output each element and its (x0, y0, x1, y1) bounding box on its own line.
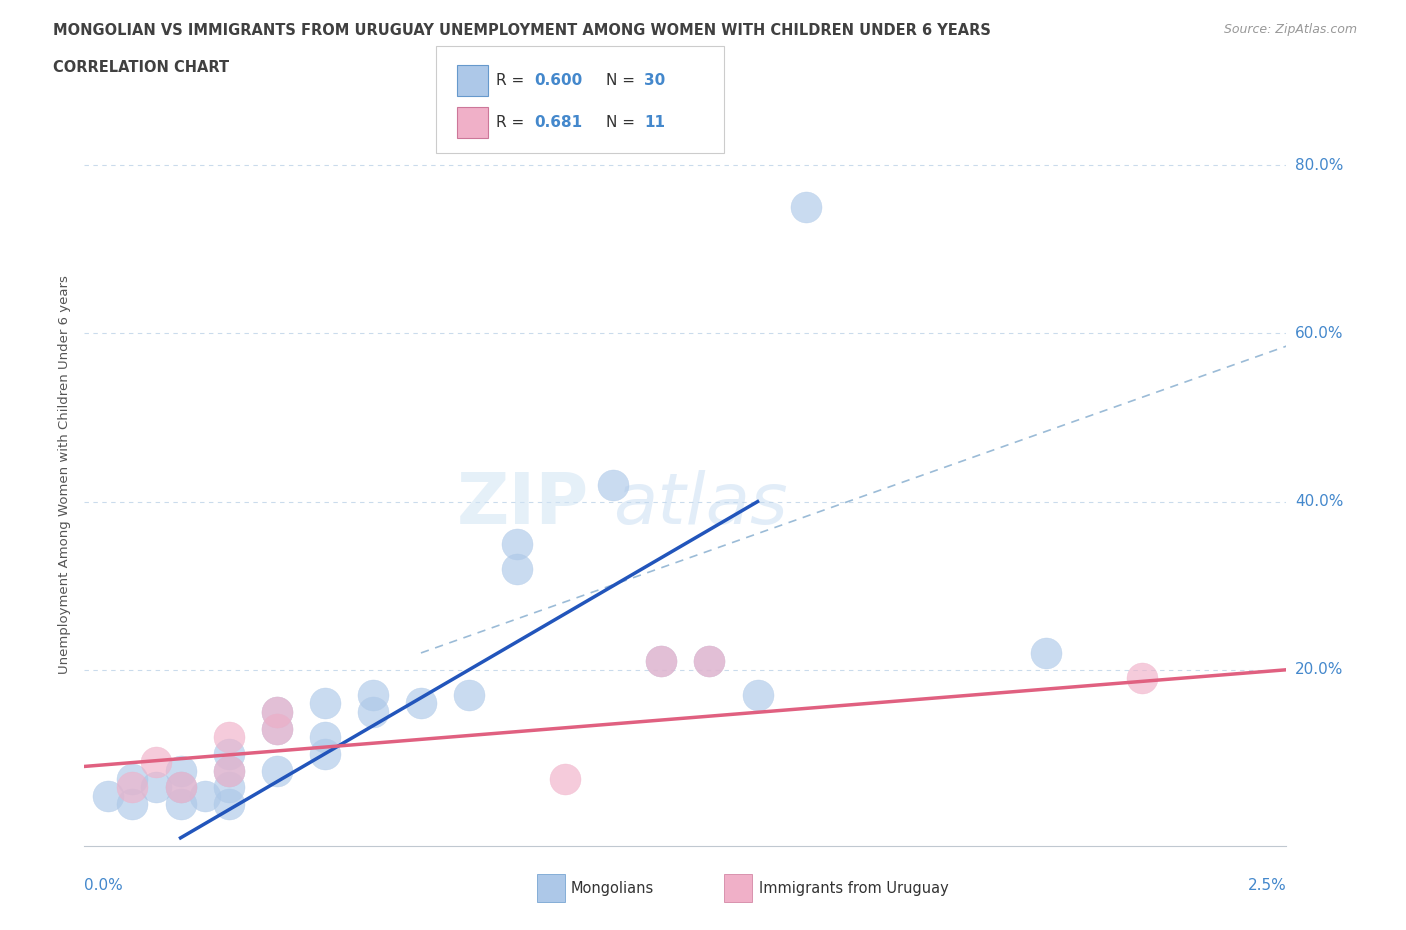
Text: MONGOLIAN VS IMMIGRANTS FROM URUGUAY UNEMPLOYMENT AMONG WOMEN WITH CHILDREN UNDE: MONGOLIAN VS IMMIGRANTS FROM URUGUAY UNE… (53, 23, 991, 38)
Point (314, 696, 336, 711)
Point (266, 764, 288, 778)
Point (266, 704, 288, 719)
Text: ZIP: ZIP (457, 470, 589, 538)
Text: N =: N = (606, 114, 640, 130)
Point (1130, 671, 1153, 685)
Point (218, 729, 240, 744)
Text: 11: 11 (644, 114, 665, 130)
Point (218, 780, 240, 795)
Point (218, 764, 240, 778)
Point (121, 797, 143, 812)
Point (506, 562, 529, 577)
Point (361, 687, 384, 702)
Text: 80.0%: 80.0% (1295, 158, 1343, 173)
Point (506, 537, 529, 551)
Point (409, 696, 432, 711)
Point (266, 704, 288, 719)
Text: Immigrants from Uruguay: Immigrants from Uruguay (759, 881, 949, 896)
Point (554, 772, 576, 787)
Point (650, 654, 672, 669)
Text: Mongolians: Mongolians (571, 881, 654, 896)
Point (169, 780, 191, 795)
Text: N =: N = (606, 73, 640, 88)
Point (169, 764, 191, 778)
Point (145, 780, 167, 795)
Point (602, 477, 624, 492)
Point (314, 729, 336, 744)
Point (97, 789, 120, 804)
Point (218, 764, 240, 778)
Point (121, 780, 143, 795)
Text: 0.0%: 0.0% (84, 878, 124, 893)
Text: R =: R = (496, 73, 530, 88)
Point (314, 747, 336, 762)
Text: atlas: atlas (613, 470, 787, 538)
Point (650, 654, 672, 669)
Point (121, 772, 143, 787)
Point (145, 755, 167, 770)
Text: 30: 30 (644, 73, 665, 88)
Point (699, 654, 721, 669)
Point (169, 780, 191, 795)
Text: 40.0%: 40.0% (1295, 494, 1343, 509)
Text: 0.681: 0.681 (534, 114, 582, 130)
Text: 60.0%: 60.0% (1295, 326, 1343, 341)
Point (458, 687, 481, 702)
Text: Source: ZipAtlas.com: Source: ZipAtlas.com (1223, 23, 1357, 36)
Point (266, 721, 288, 736)
Point (194, 789, 217, 804)
Point (361, 704, 384, 719)
Point (218, 747, 240, 762)
Point (1035, 645, 1057, 660)
Point (218, 797, 240, 812)
Text: R =: R = (496, 114, 534, 130)
Y-axis label: Unemployment Among Women with Children Under 6 years: Unemployment Among Women with Children U… (58, 275, 72, 673)
Point (747, 687, 769, 702)
Point (169, 797, 191, 812)
Point (699, 654, 721, 669)
Text: 2.5%: 2.5% (1247, 878, 1286, 893)
Point (794, 200, 817, 215)
Text: 0.600: 0.600 (534, 73, 582, 88)
Text: 20.0%: 20.0% (1295, 662, 1343, 677)
Text: CORRELATION CHART: CORRELATION CHART (53, 60, 229, 75)
Point (266, 721, 288, 736)
